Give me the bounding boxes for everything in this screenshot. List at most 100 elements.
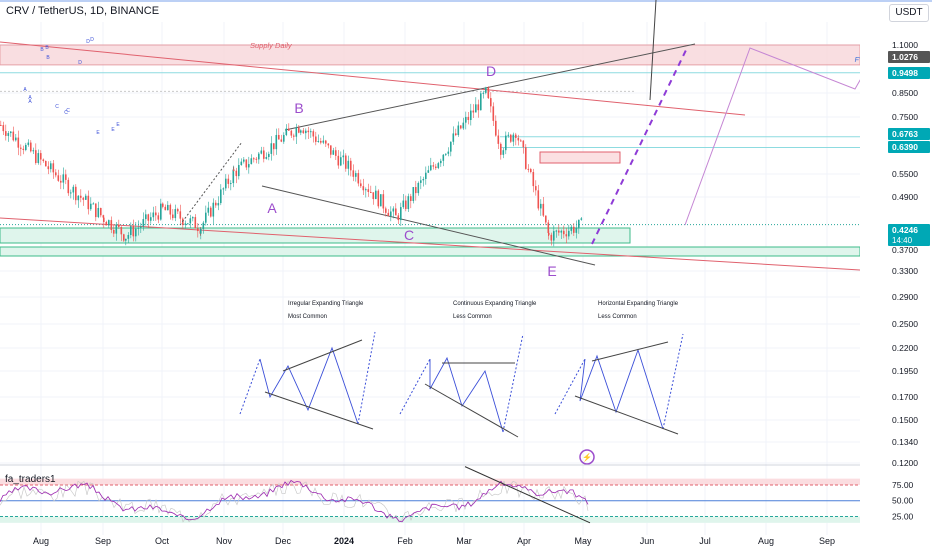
candle-body [260, 150, 263, 154]
osc-line-primary [0, 479, 589, 523]
candle-body [220, 189, 222, 204]
candle-body [60, 180, 62, 183]
diagram-title: Continuous Expanding Triangle [453, 301, 537, 307]
candle-body [317, 140, 320, 142]
candle-body [435, 166, 437, 169]
candle-body [273, 143, 275, 150]
triangle-lower [261, 185, 596, 266]
candle-body [275, 134, 278, 150]
candle-body [425, 172, 427, 179]
candle-body [500, 143, 502, 155]
candle-body [140, 226, 142, 228]
candle-body [512, 134, 515, 142]
candle-body [462, 122, 465, 129]
diagram-point: E [96, 130, 100, 136]
diagram-point: D [86, 39, 90, 45]
candle-body [113, 229, 115, 234]
time-tick: May [574, 536, 592, 546]
candle-body [179, 211, 182, 219]
candle-body [382, 194, 385, 209]
candle-body [495, 120, 497, 136]
diagram-subtitle: Most Common [288, 314, 327, 320]
candle-body [397, 215, 400, 221]
candle-body [400, 207, 402, 221]
candle-body [570, 226, 573, 231]
candle-body [197, 228, 199, 232]
candle-body [172, 214, 174, 219]
candle-body [55, 172, 57, 176]
candle-body [540, 203, 542, 209]
candle-body [475, 104, 477, 113]
candle-body [177, 209, 179, 212]
candle-body [492, 106, 495, 121]
candle-body [377, 190, 380, 207]
candle-body [422, 178, 425, 181]
candle-body [200, 229, 202, 234]
currency-selector[interactable]: USDT [889, 4, 929, 22]
candle-body [30, 142, 32, 152]
diagram-point: A [23, 87, 27, 93]
diagram-subtitle: Less Common [453, 314, 492, 320]
candle-body [555, 230, 558, 232]
candle-body [547, 222, 550, 234]
candle-body [410, 196, 412, 201]
diagram-point: B [40, 47, 44, 53]
candle-body [145, 214, 147, 220]
price-marker: 1.0276 [892, 52, 918, 62]
candle-body [575, 227, 578, 233]
diagram-wave [259, 346, 359, 425]
candle-body [108, 220, 110, 226]
diagram-title: Horizontal Expanding Triangle [598, 301, 679, 307]
candle-body [563, 230, 565, 235]
candle-body [510, 134, 512, 142]
candle-body [367, 189, 370, 192]
price-tick: 0.1340 [892, 437, 918, 447]
candle-body [230, 183, 232, 185]
candle-body [45, 161, 47, 167]
diagram-lower-line [264, 391, 374, 430]
diagram-point: D [90, 37, 94, 43]
candle-body [245, 159, 248, 168]
candle-body [192, 217, 194, 219]
price-tick: 0.3700 [892, 245, 918, 255]
candle-body [568, 230, 570, 237]
diagram-panel [239, 331, 376, 430]
time-tick: Aug [758, 536, 774, 546]
candle-body [105, 221, 108, 226]
candle-body [548, 233, 550, 235]
diagram-point: C [66, 108, 70, 114]
candle-body [325, 140, 327, 144]
candle-body [502, 150, 505, 155]
projection-vertical [649, 0, 657, 101]
candle-body [380, 194, 382, 207]
candle-body [525, 147, 527, 169]
candle-body [92, 203, 95, 205]
candle-body [535, 186, 537, 191]
price-tick: 0.1200 [892, 458, 918, 468]
price-marker: 0.6763 [892, 129, 918, 139]
candle-body [455, 133, 457, 136]
candle-body [327, 143, 330, 146]
candle-body [142, 219, 145, 227]
candle-body [238, 165, 240, 177]
diagram-point: B [45, 45, 49, 51]
osc-tick: 25.00 [892, 512, 914, 522]
price-tick: 0.1700 [892, 392, 918, 402]
diagram-lower-line [574, 395, 679, 435]
candle-body [345, 155, 347, 169]
candle-body [222, 188, 225, 190]
candle-body [253, 158, 255, 160]
candle-body [67, 179, 70, 194]
time-tick: Nov [216, 536, 233, 546]
candle-body [215, 202, 217, 206]
candle-body [233, 169, 235, 171]
candle-body [432, 165, 435, 167]
price-tick: 0.3300 [892, 266, 918, 276]
wave-label-e: E [547, 263, 556, 279]
diagram-point: B [46, 55, 50, 61]
candle-body [184, 223, 187, 225]
candle-body [150, 217, 152, 221]
time-tick: Jun [640, 536, 655, 546]
candle-body [167, 204, 169, 211]
